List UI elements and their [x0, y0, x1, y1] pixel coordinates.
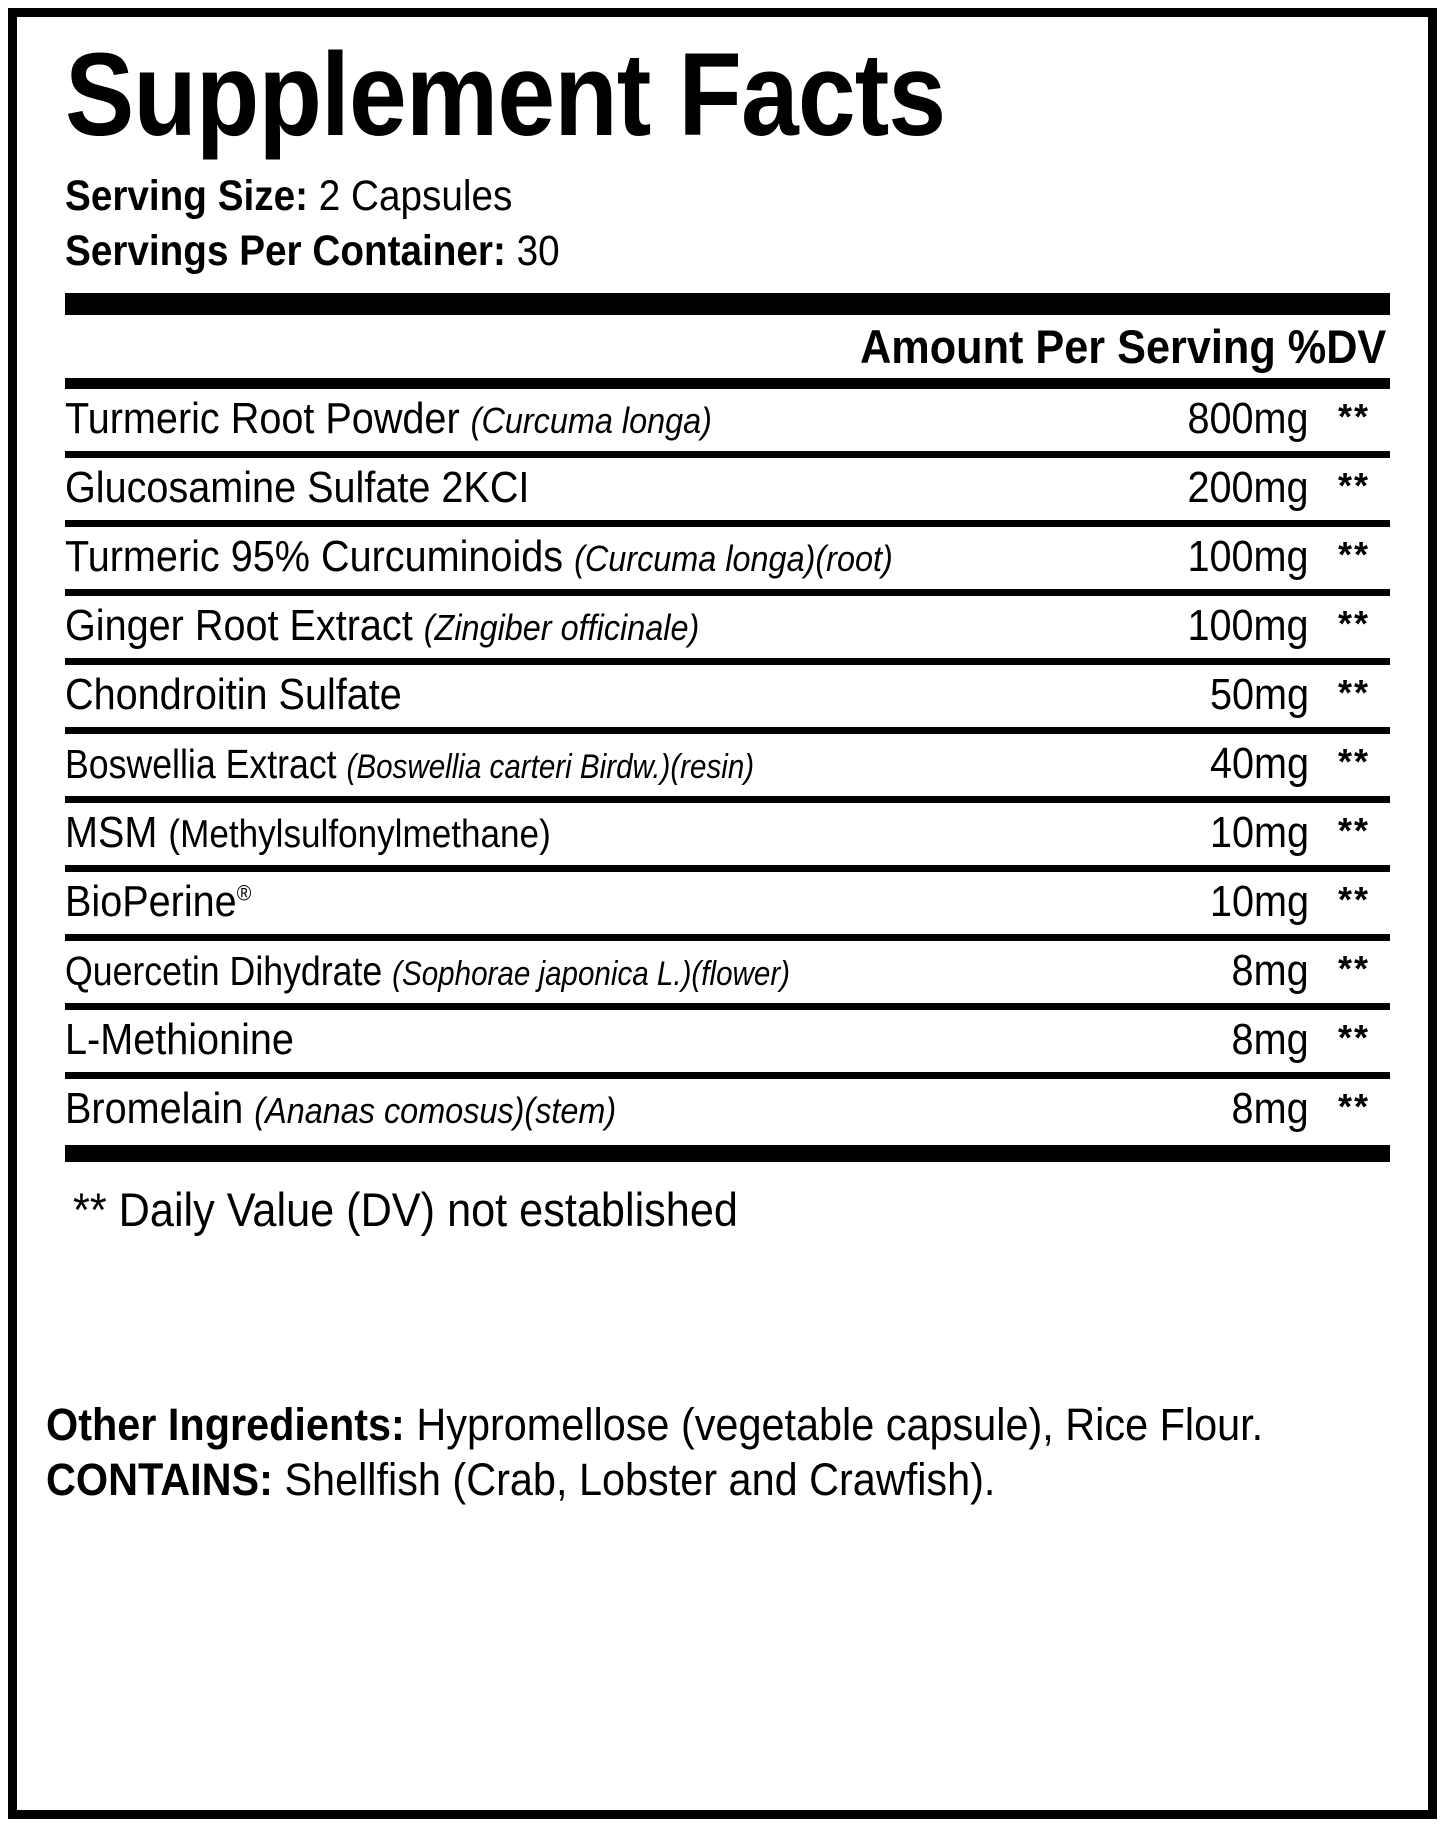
ingredient-common-name: Boswellia Extract: [65, 741, 337, 788]
registered-trademark-icon: ®: [236, 880, 252, 906]
divider-bottom: [65, 1145, 1390, 1163]
other-ingredients-value: Hypromellose (vegetable capsule), Rice F…: [416, 1399, 1264, 1450]
ingredient-name: Quercetin Dihydrate (Sophorae japonica L…: [65, 950, 1072, 993]
ingredient-amount: 800mg: [1187, 394, 1309, 444]
ingredient-name: BioPerine®: [65, 879, 1085, 926]
table-row: MSM (Methylsulfonylmethane) 10mg **: [65, 803, 1390, 865]
amount-per-serving-header: Amount Per Serving %DV: [860, 320, 1387, 374]
serving-size-line: Serving Size: 2 Capsules: [65, 169, 1265, 224]
ingredient-common-name: Glucosamine Sulfate 2KCI: [65, 463, 530, 513]
servings-per-container-label: Servings Per Container:: [65, 227, 506, 276]
ingredient-daily-value: **: [1337, 672, 1371, 714]
ingredient-common-name: BioPerine: [65, 877, 237, 927]
ingredient-name: Turmeric 95% Curcuminoids (Curcuma longa…: [65, 534, 1063, 581]
table-row: Chondroitin Sulfate 50mg **: [65, 665, 1390, 727]
ingredient-daily-value: **: [1337, 396, 1371, 438]
serving-size-value: 2 Capsules: [318, 172, 513, 221]
ingredient-daily-value: **: [1337, 603, 1371, 645]
ingredient-common-name: L-Methionine: [65, 1015, 294, 1065]
ingredient-daily-value: **: [1337, 1086, 1371, 1128]
ingredient-daily-value: **: [1337, 810, 1371, 852]
table-row: L-Methionine 8mg **: [65, 1010, 1390, 1072]
divider-row: [65, 520, 1390, 528]
divider-row: [65, 1072, 1390, 1080]
amount-per-serving-header-row: Amount Per Serving %DV: [65, 319, 1390, 374]
ingredient-table: Turmeric Root Powder (Curcuma longa) 800m…: [47, 389, 1398, 1141]
ingredient-common-name: Chondroitin Sulfate: [65, 670, 402, 720]
other-ingredients-label: Other Ingredients:: [46, 1399, 405, 1450]
divider-row: [65, 658, 1390, 666]
divider-row: [65, 451, 1390, 459]
ingredient-name: Boswellia Extract (Boswellia carteri Bir…: [65, 743, 1051, 786]
contains-value: Shellfish (Crab, Lobster and Crawfish).: [284, 1454, 996, 1506]
ingredient-daily-value: **: [1337, 741, 1371, 783]
ingredient-common-name: Turmeric Root Powder: [65, 394, 460, 444]
divider-row: [65, 589, 1390, 597]
ingredient-latin-name: (Sophorae japonica L.)(flower): [392, 955, 791, 994]
ingredient-common-name: Quercetin Dihydrate: [65, 948, 383, 995]
ingredient-daily-value: **: [1337, 879, 1371, 921]
servings-per-container-value: 30: [516, 227, 560, 276]
ingredient-name: Turmeric Root Powder (Curcuma longa): [65, 396, 1063, 443]
ingredient-amount: 100mg: [1187, 601, 1309, 651]
ingredient-latin-name: (Curcuma longa): [470, 400, 712, 442]
serving-size-label: Serving Size:: [65, 172, 309, 221]
ingredient-plain-note: (Methylsulfonylmethane): [168, 813, 551, 857]
divider-row: [65, 934, 1390, 942]
other-ingredients-block: Other Ingredients: Hypromellose (vegetab…: [46, 1398, 1386, 1508]
ingredient-amount: 100mg: [1187, 532, 1309, 582]
ingredient-latin-name: (Boswellia carteri Birdw.)(resin): [346, 748, 755, 787]
ingredient-latin-name: (Ananas comosus)(stem): [254, 1090, 617, 1132]
divider-row: [65, 796, 1390, 804]
table-row: Quercetin Dihydrate (Sophorae japonica L…: [65, 941, 1390, 1003]
contains-line: CONTAINS: Shellfish (Crab, Lobster and C…: [46, 1453, 1279, 1506]
supplement-facts-panel: Supplement Facts Serving Size: 2 Capsule…: [8, 8, 1437, 1819]
ingredient-amount: 40mg: [1209, 739, 1309, 789]
ingredient-name: Glucosamine Sulfate 2KCI: [65, 465, 1063, 512]
divider-under-header: [65, 378, 1390, 390]
ingredient-common-name: Ginger Root Extract: [65, 601, 413, 651]
divider-row: [65, 1003, 1390, 1011]
other-ingredients-line: Other Ingredients: Hypromellose (vegetab…: [46, 1398, 1279, 1451]
table-row: Turmeric 95% Curcuminoids (Curcuma longa…: [65, 527, 1390, 589]
ingredient-latin-name: (Zingiber officinale): [423, 607, 700, 649]
ingredient-common-name: Turmeric 95% Curcuminoids: [65, 532, 564, 582]
ingredient-daily-value: **: [1337, 948, 1371, 990]
table-row: Turmeric Root Powder (Curcuma longa) 800m…: [65, 389, 1390, 451]
ingredient-latin-name: (Curcuma longa)(root): [574, 538, 893, 580]
serving-info: Serving Size: 2 Capsules Servings Per Co…: [65, 169, 1398, 279]
ingredient-amount: 8mg: [1231, 1015, 1309, 1065]
ingredient-daily-value: **: [1337, 465, 1371, 507]
table-row: BioPerine® 10mg **: [65, 872, 1390, 934]
ingredient-name: Ginger Root Extract (Zingiber officinale…: [65, 603, 1063, 650]
ingredient-amount: 8mg: [1231, 946, 1309, 996]
page-title: Supplement Facts: [65, 29, 946, 161]
table-row: Ginger Root Extract (Zingiber officinale…: [65, 596, 1390, 658]
ingredient-amount: 50mg: [1209, 670, 1309, 720]
ingredient-name: L-Methionine: [65, 1017, 1107, 1064]
servings-per-container-line: Servings Per Container: 30: [65, 224, 1265, 279]
ingredient-amount: 10mg: [1209, 808, 1309, 858]
ingredient-name: Bromelain (Ananas comosus)(stem): [65, 1086, 1107, 1133]
table-row: Glucosamine Sulfate 2KCI 200mg **: [65, 458, 1390, 520]
ingredient-name: Chondroitin Sulfate: [65, 672, 1085, 719]
ingredient-daily-value: **: [1337, 1017, 1371, 1059]
ingredient-amount: 10mg: [1209, 877, 1309, 927]
ingredient-common-name: MSM: [65, 808, 158, 858]
ingredient-common-name: Bromelain: [65, 1084, 244, 1134]
divider-thick-top: [65, 293, 1390, 316]
ingredient-daily-value: **: [1337, 534, 1371, 576]
divider-row: [65, 865, 1390, 873]
dv-footnote: ** Daily Value (DV) not established: [73, 1183, 738, 1237]
divider-row: [65, 727, 1390, 735]
ingredient-amount: 200mg: [1187, 463, 1309, 513]
ingredient-amount: 8mg: [1231, 1084, 1309, 1134]
contains-label: CONTAINS:: [46, 1454, 273, 1506]
table-row: Boswellia Extract (Boswellia carteri Bir…: [65, 734, 1390, 796]
table-row: Bromelain (Ananas comosus)(stem) 8mg **: [65, 1079, 1390, 1141]
ingredient-name: MSM (Methylsulfonylmethane): [65, 810, 1085, 857]
